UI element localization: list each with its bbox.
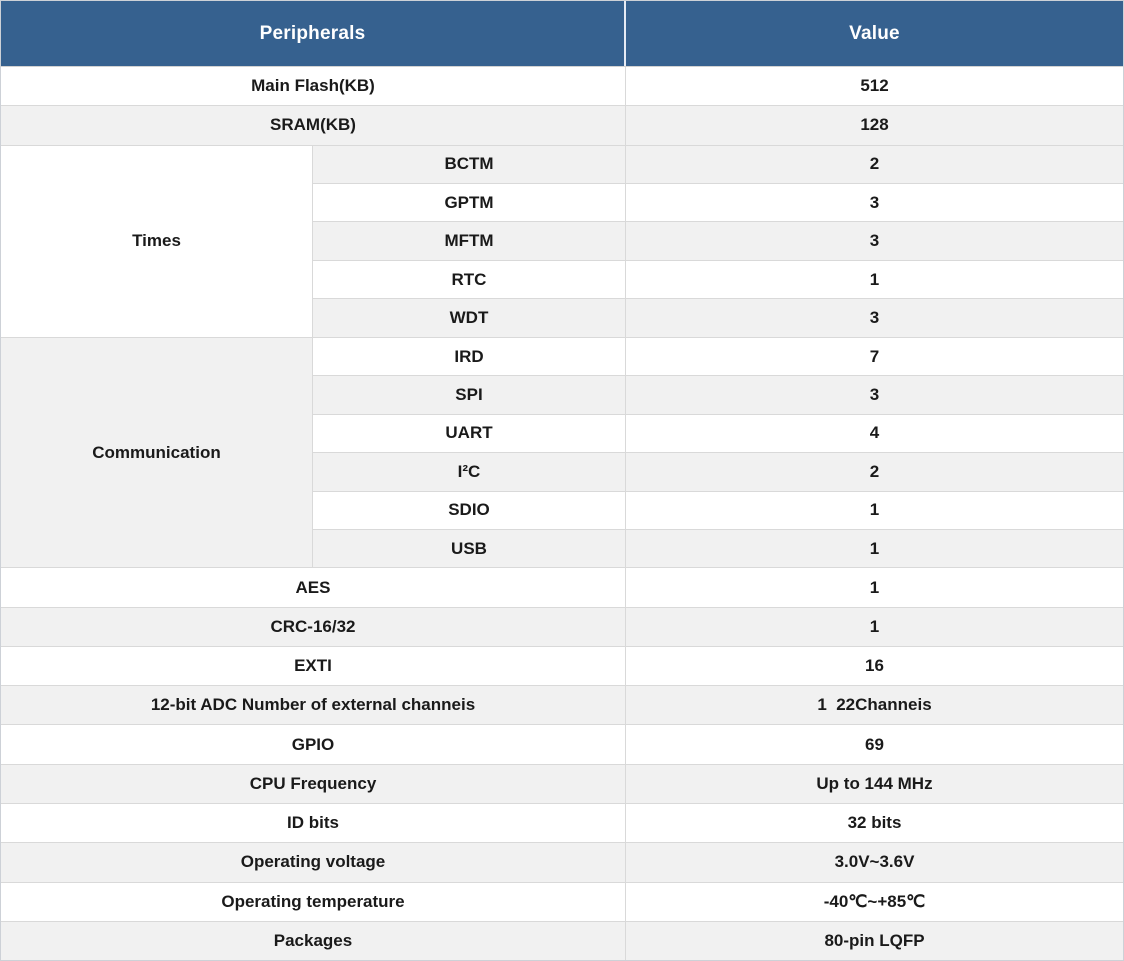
row-label-cell: SPI — [313, 376, 626, 414]
row-value-cell: 3 — [869, 192, 880, 212]
table-row: SRAM(KB) 128 — [1, 105, 1123, 145]
row-value-cell: 69 — [865, 734, 884, 754]
table-header-row: Peripherals Value — [1, 1, 1123, 67]
table-row: GPTM 3 — [313, 182, 1123, 222]
row-label-cell: Operating temperature — [1, 882, 626, 921]
table-row: BCTM 2 — [313, 145, 1123, 183]
row-value-cell: 512 — [860, 76, 889, 96]
table-row: 12-bit ADC Number of external channeis 1 … — [1, 685, 1123, 725]
row-label-cell: Main Flash(KB) — [1, 67, 626, 106]
group-items: BCTM 2 GPTM 3 MFTM 3 RTC 1 WDT 3 — [313, 145, 1123, 337]
table-row: UART 4 — [313, 413, 1123, 453]
row-label-cell: AES — [1, 568, 626, 607]
group-label-cell: Times — [1, 145, 313, 337]
table-row: EXTI 16 — [1, 645, 1123, 686]
table-row: WDT 3 — [313, 298, 1123, 337]
row-label-cell: CPU Frequency — [1, 764, 626, 803]
table-row: I²C 2 — [313, 452, 1123, 491]
row-label-cell: GPIO — [1, 725, 626, 764]
row-value-cell: 3 — [626, 376, 1123, 414]
row-label-cell: WDT — [313, 299, 626, 337]
row-label-cell: I²C — [313, 453, 626, 491]
table-section-communication: Communication IRD 7 SPI 3 UART 4 I²C 2 SDIO 1 USB 1 — [1, 336, 1123, 568]
table-body: Main Flash(KB) 512 SRAM(KB) 128 Times BCTM 2 GP… — [1, 67, 1123, 961]
table-row: CRC-16/32 1 — [1, 606, 1123, 646]
row-label-cell: USB — [313, 529, 626, 568]
header-cell-peripherals: Peripherals — [1, 1, 626, 66]
row-label-cell: IRD — [313, 337, 626, 376]
row-value-cell: 4 — [869, 423, 880, 443]
row-value-cell: 1 — [869, 577, 880, 597]
row-label-cell: 12-bit ADC Number of external channeis — [1, 686, 626, 725]
row-value-cell: 1 — [626, 529, 1123, 568]
row-label-cell: BCTM — [313, 145, 626, 183]
row-label-cell: SRAM(KB) — [1, 106, 626, 145]
row-label-cell: EXTI — [1, 646, 626, 686]
row-value-cell: 80-pin LQFP — [626, 921, 1123, 961]
table-row: SPI 3 — [313, 375, 1123, 414]
table-section-times: Times BCTM 2 GPTM 3 MFTM 3 RTC 1 WDT 3 — [1, 144, 1123, 337]
table-row: RTC 1 — [313, 259, 1123, 299]
row-value-cell: 1 — [869, 500, 880, 520]
table-row: USB 1 — [313, 528, 1123, 568]
table-row: GPIO 69 — [1, 724, 1123, 764]
row-label-cell: RTC — [313, 260, 626, 299]
table-row: AES 1 — [1, 567, 1123, 607]
table-row: Main Flash(KB) 512 — [1, 67, 1123, 106]
row-value-cell: Up to 144 MHz — [626, 764, 1123, 803]
table-row: IRD 7 — [313, 337, 1123, 376]
row-value-cell: 3 — [626, 222, 1123, 260]
row-value-cell: 1 — [626, 607, 1123, 646]
row-label-cell: Operating voltage — [1, 843, 626, 882]
group-label-cell: Communication — [1, 337, 313, 568]
row-label-cell: CRC-16/32 — [1, 607, 626, 646]
row-label-cell: GPTM — [313, 183, 626, 222]
row-label-cell: MFTM — [313, 222, 626, 260]
row-label-cell: Packages — [1, 921, 626, 961]
row-value-cell: 32 bits — [847, 813, 902, 833]
group-items: IRD 7 SPI 3 UART 4 I²C 2 SDIO 1 USB 1 — [313, 337, 1123, 568]
row-value-cell: 128 — [626, 106, 1123, 145]
table-row: ID bits 32 bits — [1, 802, 1123, 843]
row-value-cell: -40℃~+85℃ — [823, 891, 926, 911]
row-value-cell: 3 — [626, 299, 1123, 337]
table-row: Operating voltage 3.0V~3.6V — [1, 842, 1123, 882]
table-row: MFTM 3 — [313, 221, 1123, 260]
row-value-cell: 1 — [869, 269, 880, 289]
row-label-cell: ID bits — [1, 803, 626, 843]
table-row: CPU Frequency Up to 144 MHz — [1, 763, 1123, 803]
row-value-cell: 2 — [626, 145, 1123, 183]
table-row: SDIO 1 — [313, 490, 1123, 529]
row-label-cell: UART — [313, 414, 626, 453]
row-value-cell: 3.0V~3.6V — [626, 843, 1123, 882]
row-value-cell: 1 22Channeis — [626, 686, 1123, 725]
row-value-cell: 2 — [626, 453, 1123, 491]
header-cell-value: Value — [849, 22, 900, 44]
row-value-cell: 16 — [865, 656, 884, 676]
row-label-cell: SDIO — [313, 491, 626, 529]
row-value-cell: 7 — [869, 346, 880, 366]
table-row: Packages 80-pin LQFP — [1, 920, 1123, 961]
table-row: Operating temperature -40℃~+85℃ — [1, 881, 1123, 921]
